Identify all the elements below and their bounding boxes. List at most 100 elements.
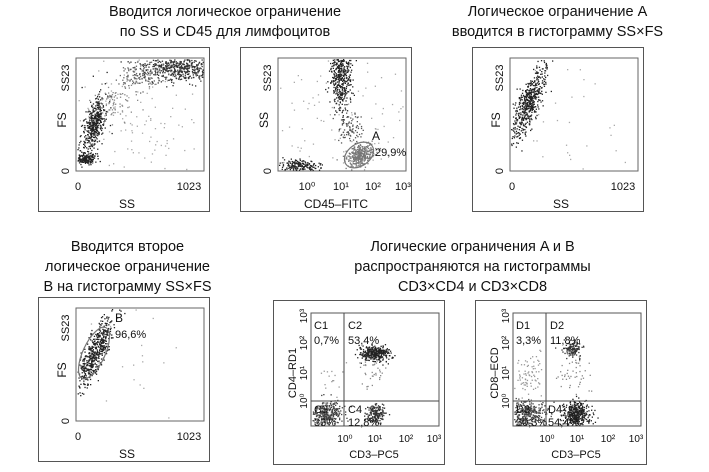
scatter-point bbox=[166, 62, 168, 64]
scatter-point bbox=[299, 165, 301, 167]
scatter-point bbox=[110, 83, 113, 85]
scatter-point bbox=[108, 103, 110, 105]
scatter-point bbox=[137, 61, 139, 63]
scatter-point bbox=[84, 86, 86, 88]
scatter-point bbox=[371, 410, 373, 412]
scatter-point bbox=[531, 118, 533, 121]
scatter-point bbox=[295, 167, 297, 169]
scatter-point bbox=[587, 416, 589, 419]
scatter-point bbox=[344, 88, 346, 90]
scatter-point bbox=[531, 80, 534, 82]
scatter-point bbox=[522, 128, 525, 130]
scatter-point bbox=[337, 88, 339, 91]
x-tick: 10² bbox=[365, 181, 381, 193]
scatter-point bbox=[94, 362, 96, 364]
scatter-point bbox=[524, 118, 526, 120]
scatter-point bbox=[199, 67, 201, 69]
scatter-point bbox=[94, 118, 96, 120]
scatter-point bbox=[523, 113, 525, 115]
scatter-point bbox=[201, 59, 203, 61]
scatter-point bbox=[376, 413, 378, 415]
scatter-point bbox=[360, 353, 362, 356]
scatter-point bbox=[309, 164, 312, 167]
scatter-point bbox=[338, 80, 340, 82]
scatter-point bbox=[94, 123, 96, 125]
scatter-point bbox=[343, 70, 345, 72]
scatter-point bbox=[519, 105, 522, 108]
scatter-point bbox=[560, 415, 563, 417]
scatter-point bbox=[86, 160, 89, 162]
scatter-point bbox=[168, 64, 170, 66]
scatter-point bbox=[533, 416, 536, 418]
scatter-point bbox=[134, 77, 137, 80]
scatter-point bbox=[350, 163, 352, 165]
scatter-point bbox=[109, 328, 112, 331]
scatter-point bbox=[516, 405, 518, 407]
scatter-point bbox=[517, 410, 520, 413]
scatter-point bbox=[343, 78, 345, 80]
scatter-point bbox=[360, 362, 362, 364]
scatter-point bbox=[96, 102, 99, 104]
scatter-point bbox=[367, 348, 369, 351]
scatter-point bbox=[382, 413, 384, 415]
scatter-point bbox=[380, 352, 383, 354]
scatter-point bbox=[175, 347, 177, 349]
scatter-point bbox=[122, 118, 124, 120]
scatter-point bbox=[94, 128, 96, 130]
scatter-point bbox=[312, 166, 314, 168]
scatter-point bbox=[85, 139, 87, 141]
scatter-point bbox=[326, 405, 329, 407]
scatter-point bbox=[375, 356, 377, 358]
scatter-point bbox=[515, 117, 517, 120]
scatter-point bbox=[112, 92, 114, 94]
scatter-point bbox=[89, 162, 91, 164]
scatter-point bbox=[569, 419, 571, 421]
scatter-point bbox=[344, 405, 346, 407]
scatter-point bbox=[365, 408, 367, 410]
scatter-point bbox=[83, 359, 86, 361]
scatter-point bbox=[524, 132, 526, 134]
scatter-point bbox=[375, 103, 377, 105]
scatter-point bbox=[139, 82, 141, 84]
scatter-point bbox=[99, 336, 101, 338]
scatter-point bbox=[351, 160, 353, 162]
scatter-point bbox=[517, 408, 520, 411]
scatter-point bbox=[94, 352, 96, 354]
scatter-point bbox=[338, 130, 340, 133]
scatter-point bbox=[380, 355, 383, 357]
scatter-point bbox=[336, 76, 339, 78]
scatter-point bbox=[348, 91, 350, 93]
scatter-point bbox=[332, 62, 334, 65]
scatter-point bbox=[198, 76, 200, 78]
scatter-point bbox=[181, 70, 183, 73]
quadrant-c1-label: C1 bbox=[314, 320, 328, 332]
scatter-point bbox=[320, 407, 322, 409]
scatter-point bbox=[99, 115, 101, 117]
scatter-point bbox=[109, 94, 111, 97]
scatter-point bbox=[200, 74, 202, 77]
scatter-point bbox=[532, 108, 534, 110]
scatter-point bbox=[82, 152, 84, 154]
scatter-point bbox=[132, 74, 134, 77]
scatter-point bbox=[90, 334, 92, 336]
scatter-point bbox=[106, 97, 109, 99]
scatter-point bbox=[520, 98, 522, 101]
scatter-point bbox=[369, 354, 371, 357]
scatter-point bbox=[364, 147, 366, 149]
scatter-point bbox=[391, 103, 394, 106]
scatter-point bbox=[346, 124, 348, 126]
scatter-point bbox=[530, 101, 532, 103]
scatter-point bbox=[128, 85, 130, 87]
scatter-point bbox=[107, 334, 109, 336]
scatter-point bbox=[536, 82, 539, 84]
scatter-point bbox=[377, 355, 380, 357]
scatter-point bbox=[110, 107, 112, 109]
scatter-point bbox=[345, 362, 348, 364]
scatter-point bbox=[344, 82, 346, 84]
scatter-point bbox=[148, 66, 150, 68]
scatter-point bbox=[383, 350, 385, 352]
scatter-point bbox=[96, 115, 98, 117]
scatter-point bbox=[570, 409, 572, 411]
scatter-point bbox=[151, 97, 153, 100]
scatter-point bbox=[183, 63, 185, 66]
